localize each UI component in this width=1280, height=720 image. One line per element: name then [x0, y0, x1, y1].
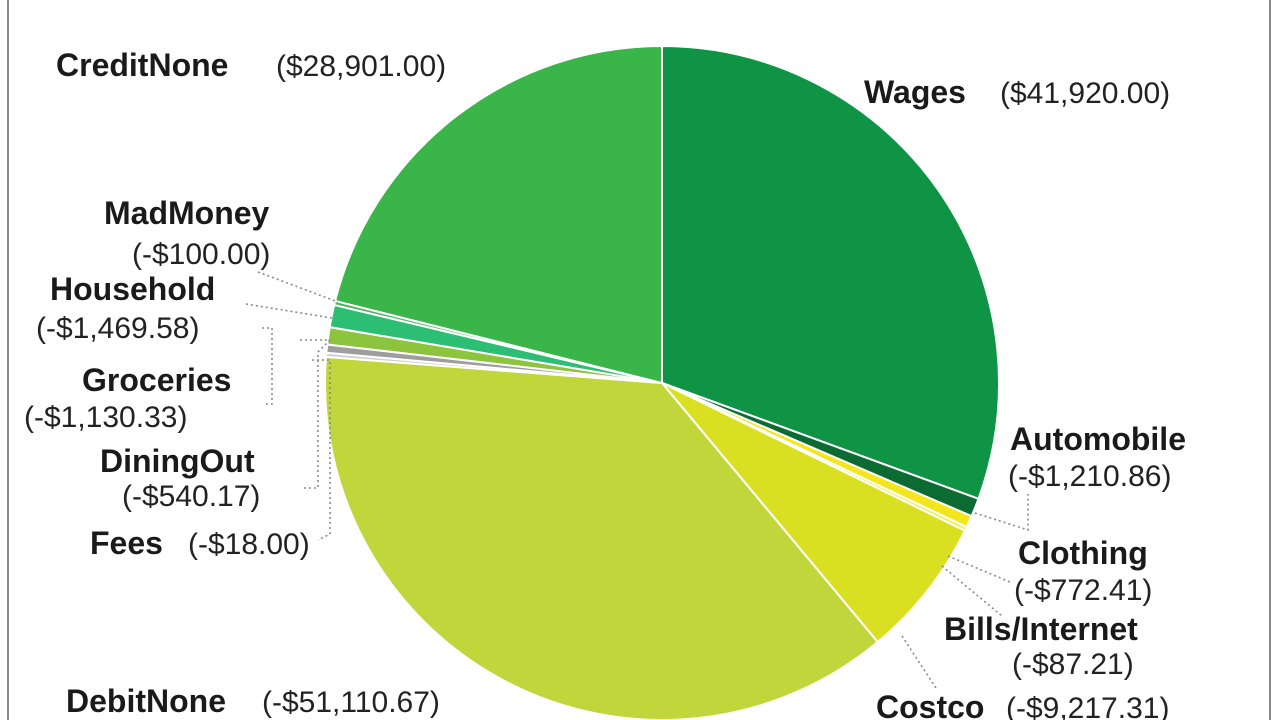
- value-label-wages: ($41,920.00): [1000, 77, 1170, 110]
- value-label-household: (-$1,469.58): [36, 312, 199, 345]
- value-label-clothing: (-$772.41): [1014, 574, 1152, 607]
- pie-slice-creditnone: [333, 44, 663, 385]
- leader-line-fees: [312, 359, 331, 541]
- leader-line-bills-internet: [941, 565, 1003, 617]
- leader-line-costco: [901, 635, 937, 689]
- label-automobile: Automobile: [1010, 421, 1186, 457]
- value-label-creditnone: ($28,901.00): [276, 50, 446, 83]
- label-fees: Fees: [90, 525, 163, 561]
- value-label-madmoney: (-$100.00): [132, 238, 270, 271]
- label-household: Household: [50, 271, 215, 307]
- value-label-costco: (-$9,217.31): [1006, 692, 1169, 720]
- leader-line-automobile: [974, 494, 1029, 532]
- label-creditnone: CreditNone: [56, 47, 228, 83]
- label-groceries: Groceries: [82, 362, 231, 398]
- label-diningout: DiningOut: [100, 443, 255, 479]
- chart-frame: [7, 0, 1271, 720]
- label-wages: Wages: [864, 74, 966, 110]
- value-label-groceries: (-$1,130.33): [24, 401, 187, 434]
- value-label-fees: (-$18.00): [188, 528, 310, 561]
- label-debitnone: DebitNone: [66, 683, 226, 719]
- value-label-automobile: (-$1,210.86): [1008, 460, 1171, 493]
- leader-line-madmoney: [257, 271, 339, 303]
- label-madmoney: MadMoney: [104, 195, 270, 231]
- value-label-debitnone: (-$51,110.67): [262, 686, 440, 719]
- label-bills-internet: Bills/Internet: [944, 611, 1138, 647]
- value-label-bills-internet: (-$87.21): [1012, 648, 1134, 681]
- pie-slice-debitnone: [324, 355, 880, 720]
- label-clothing: Clothing: [1018, 535, 1148, 571]
- leader-line-clothing: [947, 555, 1011, 583]
- leader-line-groceries: [262, 327, 273, 405]
- value-label-diningout: (-$540.17): [122, 480, 260, 513]
- pie-slice-wages: [661, 44, 1000, 501]
- label-costco: Costco: [876, 689, 984, 720]
- pie-slice-costco: [661, 382, 967, 644]
- leader-line-diningout: [300, 339, 332, 489]
